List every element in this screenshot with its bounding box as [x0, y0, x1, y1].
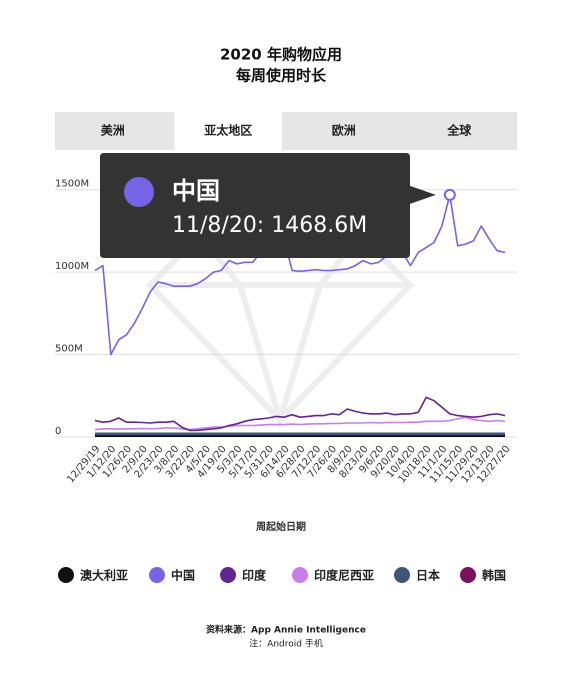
tooltip-name: 中国 [172, 177, 220, 205]
legend-label[interactable]: 澳大利亚 [80, 568, 128, 583]
tab[interactable]: 亚太地区 [204, 123, 252, 138]
y-tick-label: 1500M [55, 179, 89, 190]
legend-swatch[interactable] [292, 567, 308, 583]
legend-label[interactable]: 印度 [242, 568, 267, 583]
legend-swatch[interactable] [58, 567, 74, 583]
tooltip-box [100, 153, 436, 258]
tooltip-swatch [124, 177, 154, 207]
legend-swatch[interactable] [149, 567, 165, 583]
y-tick-label: 0 [55, 426, 61, 437]
legend-swatch[interactable] [460, 567, 476, 583]
hover-point [443, 188, 456, 201]
legend-label[interactable]: 印度尼西亚 [314, 568, 374, 583]
y-tick-label: 1000M [55, 261, 89, 272]
source: 资料来源：App Annie Intelligence [206, 624, 366, 636]
series-line [94, 194, 506, 356]
legend-label[interactable]: 韩国 [482, 568, 506, 583]
tab[interactable]: 全球 [446, 123, 472, 138]
series-line [94, 396, 506, 432]
legend-label[interactable]: 日本 [416, 568, 440, 583]
tab[interactable]: 欧洲 [332, 123, 356, 138]
x-axis-title: 周起始日期 [256, 520, 306, 533]
legend-label[interactable]: 中国 [171, 568, 195, 583]
series-line [94, 416, 506, 431]
tab-selected[interactable] [174, 112, 283, 150]
chart-title: 2020 年购物应用 [220, 46, 342, 64]
legend-swatch[interactable] [394, 567, 410, 583]
chart-subtitle: 每周使用时长 [236, 67, 327, 85]
y-tick-label: 500M [55, 344, 83, 355]
tab[interactable]: 美洲 [101, 123, 125, 138]
tab-bar [55, 112, 517, 150]
note: 注：Android 手机 [249, 638, 323, 650]
tooltip-text: 11/8/20: 1468.6M [172, 213, 367, 238]
legend-swatch[interactable] [220, 567, 236, 583]
